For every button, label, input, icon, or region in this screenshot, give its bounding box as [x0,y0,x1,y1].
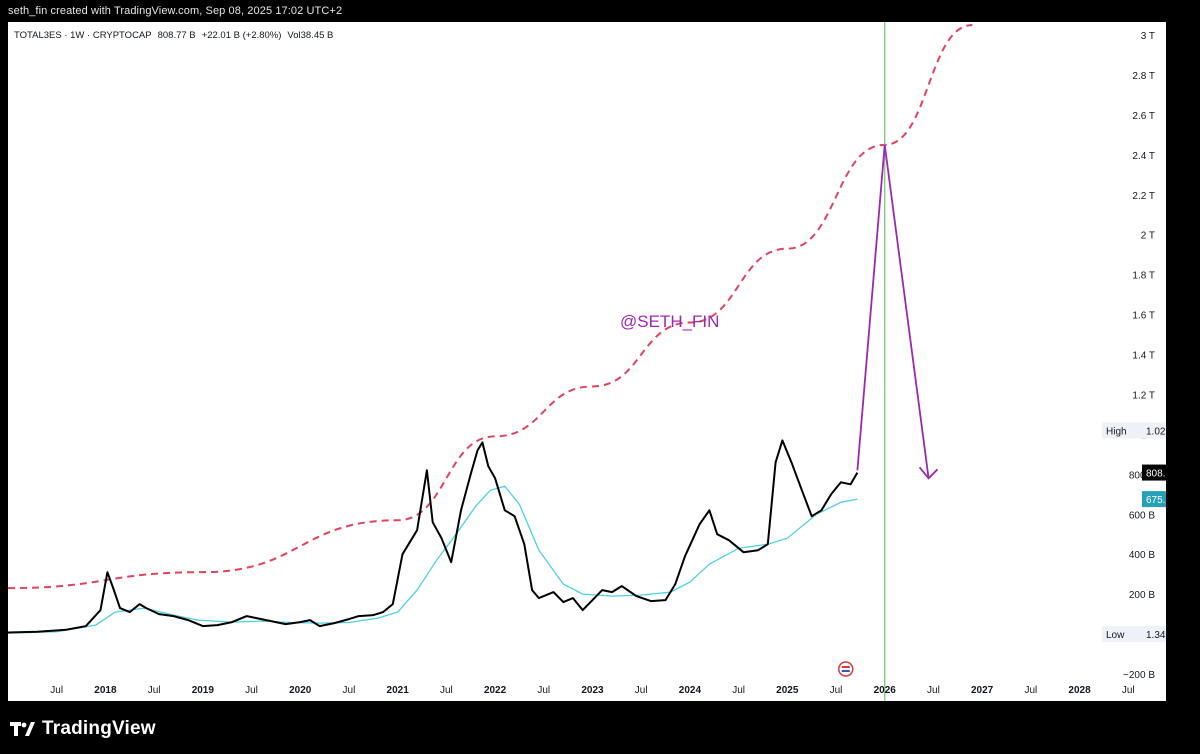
us-flag-event-icon-stripe [841,666,850,668]
high-badge-value: 1.02 T [1146,426,1166,437]
projection-arrow [856,144,930,479]
chart-area[interactable]: @SETH_FIN 3 T 2.8 T 2.6 T 2.4 T 2.2 T 2 T 1.8 T… [8,22,1166,701]
ticker-symbol: TOTAL3ES · 1W · CRYPTOCAP [14,30,152,41]
x-tick-label: 2024 [679,685,702,696]
tradingview-brand[interactable]: TradingView [10,716,156,742]
y-tick-label: 600 B [1129,510,1155,521]
x-tick-label: Jul [50,685,63,696]
x-tick-label: Jul [343,685,356,696]
ticker-change: +22.01 B (+2.80%) [201,30,282,41]
x-tick-label: 2019 [192,685,215,696]
high-badge: High 1.02 T [1102,422,1166,439]
x-tick-label: Jul [148,685,161,696]
dashed-growth-curve [8,24,973,590]
y-tick-label: 400 B [1129,550,1155,561]
moving-average-line [8,485,858,634]
x-tick-label: Jul [1122,685,1135,696]
x-tick-label: 2025 [776,685,799,696]
x-tick-label: 2026 [874,685,897,696]
price-badge: 808.77 B [1142,464,1166,481]
credit-text: seth_fin created with TradingView.com, S… [8,5,343,17]
brand-name: TradingView [42,718,156,739]
y-tick-label: 200 B [1129,590,1155,601]
high-badge-label: High [1106,426,1127,437]
y-tick-label: 1.6 T [1132,311,1155,322]
y-tick-label: 2.2 T [1132,191,1155,202]
x-tick-label: Jul [830,685,843,696]
x-tick-label: Jul [927,685,940,696]
y-tick-label: 2.4 T [1132,151,1155,162]
x-tick-label: Jul [1024,685,1037,696]
tradingview-logo-icon [10,720,36,738]
y-tick-label: 2 T [1141,231,1155,242]
y-tick-label: 2.6 T [1132,111,1155,122]
x-tick-label: 2021 [387,685,410,696]
projection-arrowhead [918,466,939,480]
x-tick-label: Jul [635,685,648,696]
ma-badge-value: 675.8 B [1146,495,1166,506]
x-tick-label: Jul [440,685,453,696]
ticker-volume: Vol38.45 B [287,30,334,41]
x-tick-label: Jul [732,685,745,696]
y-tick-label: 3 T [1141,31,1155,42]
x-tick-label: 2022 [484,685,507,696]
y-tick-label: −200 B [1123,670,1155,681]
y-tick-label: 1.8 T [1132,271,1155,282]
x-tick-label: 2028 [1068,685,1091,696]
us-flag-event-icon-field [841,670,850,672]
low-badge-label: Low [1106,630,1125,641]
low-badge-value: 1.34 B [1146,630,1166,641]
ma-badge: 675.8 B [1142,491,1166,508]
y-tick-label: 2.8 T [1132,71,1155,82]
price-chart-svg[interactable]: @SETH_FIN 3 T 2.8 T 2.6 T 2.4 T 2.2 T 2 T 1.8 T… [8,22,1166,701]
price-badge-value: 808.77 B [1146,469,1166,480]
ticker-price: 808.77 B [157,30,196,41]
y-tick-label: 1.2 T [1132,390,1155,401]
x-tick-label: 2027 [971,685,994,696]
price-line [8,439,859,634]
ticker-info: TOTAL3ES · 1W · CRYPTOCAP 808.77 B +22.01 … [14,30,339,41]
low-badge: Low 1.34 B [1102,625,1166,642]
watermark-text: @SETH_FIN [620,312,719,331]
x-tick-label: 2020 [289,685,312,696]
x-tick-label: Jul [245,685,258,696]
x-tick-label: Jul [537,685,550,696]
x-tick-label: 2023 [581,685,604,696]
us-flag-event-icon[interactable] [838,661,854,677]
x-tick-label: 2018 [94,685,117,696]
y-tick-label: 1.4 T [1132,351,1155,362]
